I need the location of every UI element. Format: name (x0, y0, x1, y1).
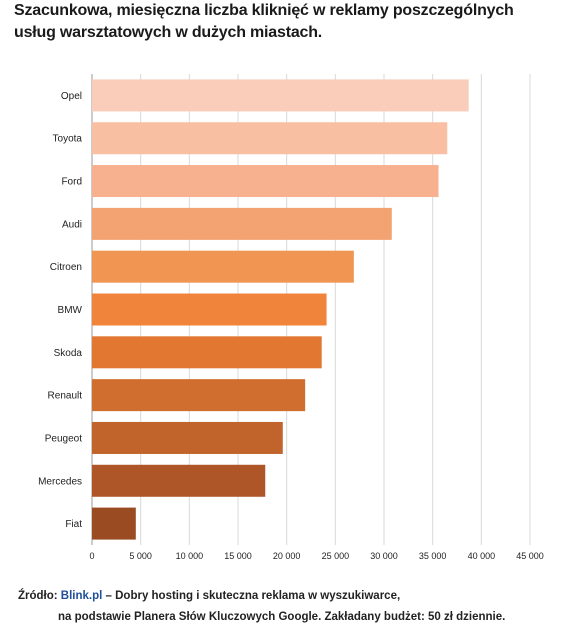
x-tick-label: 45 000 (516, 551, 544, 561)
x-tick-label: 20 000 (273, 551, 301, 561)
category-label: Skoda (54, 348, 83, 359)
bar (92, 336, 322, 369)
bar (92, 464, 266, 497)
x-tick-label: 25 000 (322, 551, 350, 561)
bar-chart: Opel Toyota Ford Audi Citroen BMW Skoda Renault… (38, 74, 544, 561)
bar (92, 293, 327, 326)
bar (92, 207, 392, 240)
category-label: Renault (48, 391, 83, 402)
x-tick-label: 15 000 (224, 551, 252, 561)
source-brand-link[interactable]: Blink.pl (60, 590, 103, 602)
category-label: Citroen (50, 262, 82, 273)
x-tick-label: 0 (89, 551, 94, 561)
category-label: Mercedes (38, 476, 82, 487)
source-line1: – Dobry hosting i skuteczna reklama w wy… (102, 590, 401, 602)
source-note: Źródło: Blink.pl – Dobry hosting i skute… (18, 586, 505, 628)
source-line2: na podstawie Planera Słów Kluczowych Goo… (58, 611, 506, 623)
x-tick-label: 30 000 (370, 551, 398, 561)
bar (92, 165, 439, 198)
category-label: Peugeot (45, 433, 82, 444)
x-tick-label: 5 000 (129, 551, 152, 561)
chart-title: Szacunkowa, miesięczna liczba kliknięć w… (14, 2, 514, 41)
category-label: Ford (61, 177, 82, 188)
bar (92, 122, 448, 155)
category-label: Toyota (53, 134, 83, 145)
bar (92, 250, 354, 283)
source-prefix: Źródło: (18, 590, 61, 602)
bar (92, 421, 283, 454)
category-label: Opel (61, 91, 82, 102)
category-label: Fiat (65, 519, 82, 530)
category-label: Audi (62, 219, 82, 230)
x-tick-label: 10 000 (176, 551, 204, 561)
x-tick-label: 40 000 (468, 551, 496, 561)
bar (92, 507, 136, 540)
category-label: BMW (58, 305, 83, 316)
bar (92, 79, 469, 112)
bar (92, 379, 306, 412)
x-tick-label: 35 000 (419, 551, 447, 561)
